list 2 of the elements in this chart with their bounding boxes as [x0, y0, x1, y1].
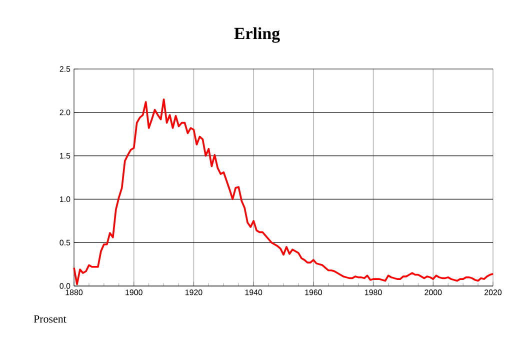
- chart-title: Erling: [234, 27, 280, 43]
- y-axis-title: Prosent: [34, 315, 66, 323]
